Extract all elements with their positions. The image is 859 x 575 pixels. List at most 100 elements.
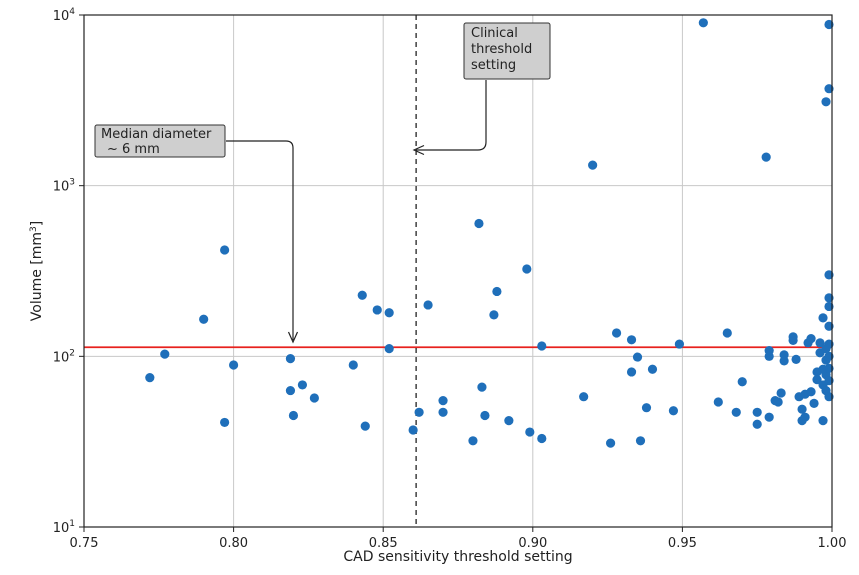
data-point	[731, 407, 741, 417]
data-point	[468, 436, 478, 446]
data-point	[372, 305, 382, 315]
data-point	[199, 314, 209, 324]
data-point	[764, 351, 774, 361]
median-diameter-line-1: Median diameter	[101, 127, 212, 142]
data-point	[220, 245, 230, 255]
x-tick-label: 0.75	[70, 536, 99, 551]
data-point	[480, 410, 490, 421]
data-point	[297, 380, 308, 390]
data-point	[414, 407, 424, 417]
data-point	[588, 160, 598, 170]
data-point	[489, 310, 499, 320]
data-point	[525, 427, 535, 437]
data-point	[641, 403, 652, 413]
data-point	[438, 407, 448, 417]
data-point	[423, 300, 433, 310]
data-point	[806, 387, 816, 397]
data-point	[145, 373, 155, 383]
data-point	[824, 376, 834, 386]
data-point	[309, 393, 319, 403]
y-tick-exponent: 1	[69, 519, 75, 529]
data-point	[818, 416, 828, 426]
y-axis-label-superscript: 3	[29, 226, 39, 232]
data-point	[824, 321, 834, 331]
data-point	[818, 313, 828, 323]
data-point	[818, 364, 828, 374]
median-diameter-arrow	[226, 140, 294, 340]
data-point	[797, 404, 807, 414]
data-point	[285, 353, 296, 364]
y-axis-label-main: Volume [mm	[29, 232, 45, 321]
x-tick-label: 0.85	[369, 536, 398, 551]
y-tick-exponent: 3	[69, 178, 75, 188]
data-point	[791, 354, 801, 364]
median-diameter-arrowhead	[287, 331, 299, 344]
data-point	[626, 367, 637, 377]
y-tick-label: 103	[53, 178, 75, 195]
data-point	[668, 406, 679, 416]
data-point	[698, 18, 708, 28]
data-point	[806, 334, 816, 344]
y-tick-label: 104	[53, 7, 76, 24]
data-point	[477, 382, 487, 392]
data-point	[722, 328, 732, 338]
data-point	[824, 270, 834, 280]
data-point	[674, 339, 685, 349]
data-point	[537, 341, 547, 351]
data-point	[611, 328, 622, 338]
clinical-threshold-line-2: threshold	[471, 42, 532, 57]
reference-line-layer	[84, 15, 832, 527]
data-point	[579, 392, 589, 402]
data-point	[504, 416, 514, 426]
y-tick-exponent: 4	[69, 7, 75, 17]
x-tick-label: 0.90	[518, 536, 547, 551]
data-point	[408, 425, 418, 435]
median-diameter-line-2: ~ 6 mm	[107, 142, 160, 157]
data-point	[821, 97, 831, 107]
data-point	[160, 349, 170, 359]
data-point	[779, 356, 789, 366]
data-point	[288, 410, 299, 421]
data-point	[761, 152, 771, 162]
data-point	[815, 338, 825, 348]
y-axis-label: Volume [mm3]	[29, 221, 45, 321]
plot-frame	[83, 14, 833, 528]
data-point	[357, 290, 367, 300]
data-point	[522, 264, 532, 274]
data-point	[285, 385, 296, 396]
y-tick-label: 102	[53, 348, 75, 365]
x-tick-label: 0.95	[668, 536, 697, 551]
y-tick-base: 10	[53, 9, 70, 24]
data-point	[492, 286, 502, 297]
data-point	[474, 218, 484, 229]
data-point	[800, 412, 810, 422]
data-point	[824, 351, 834, 361]
y-tick-label: 101	[53, 519, 75, 536]
x-tick-label: 0.80	[219, 536, 248, 551]
median-diameter-box	[94, 124, 226, 158]
data-point	[752, 419, 762, 429]
data-point	[360, 421, 370, 431]
data-point	[776, 388, 786, 398]
y-tick-exponent: 2	[69, 348, 75, 358]
median-diameter-annotation: Median diameter ~ 6 mm	[94, 124, 299, 344]
data-point	[220, 417, 230, 428]
y-axis-label-end: ]	[29, 221, 45, 226]
data-point	[824, 301, 834, 312]
data-point	[647, 364, 658, 374]
data-point	[229, 360, 239, 370]
data-point-layer	[145, 18, 834, 448]
data-point	[626, 335, 637, 345]
data-point	[348, 360, 358, 370]
data-point	[713, 397, 723, 407]
clinical-threshold-annotation: Clinical threshold setting	[412, 22, 551, 156]
clinical-threshold-arrow	[416, 80, 487, 151]
data-point	[824, 84, 834, 94]
clinical-threshold-arrowhead	[412, 144, 425, 156]
x-tick-label: 1.00	[818, 536, 847, 551]
data-point	[809, 398, 819, 408]
data-point	[737, 377, 747, 387]
